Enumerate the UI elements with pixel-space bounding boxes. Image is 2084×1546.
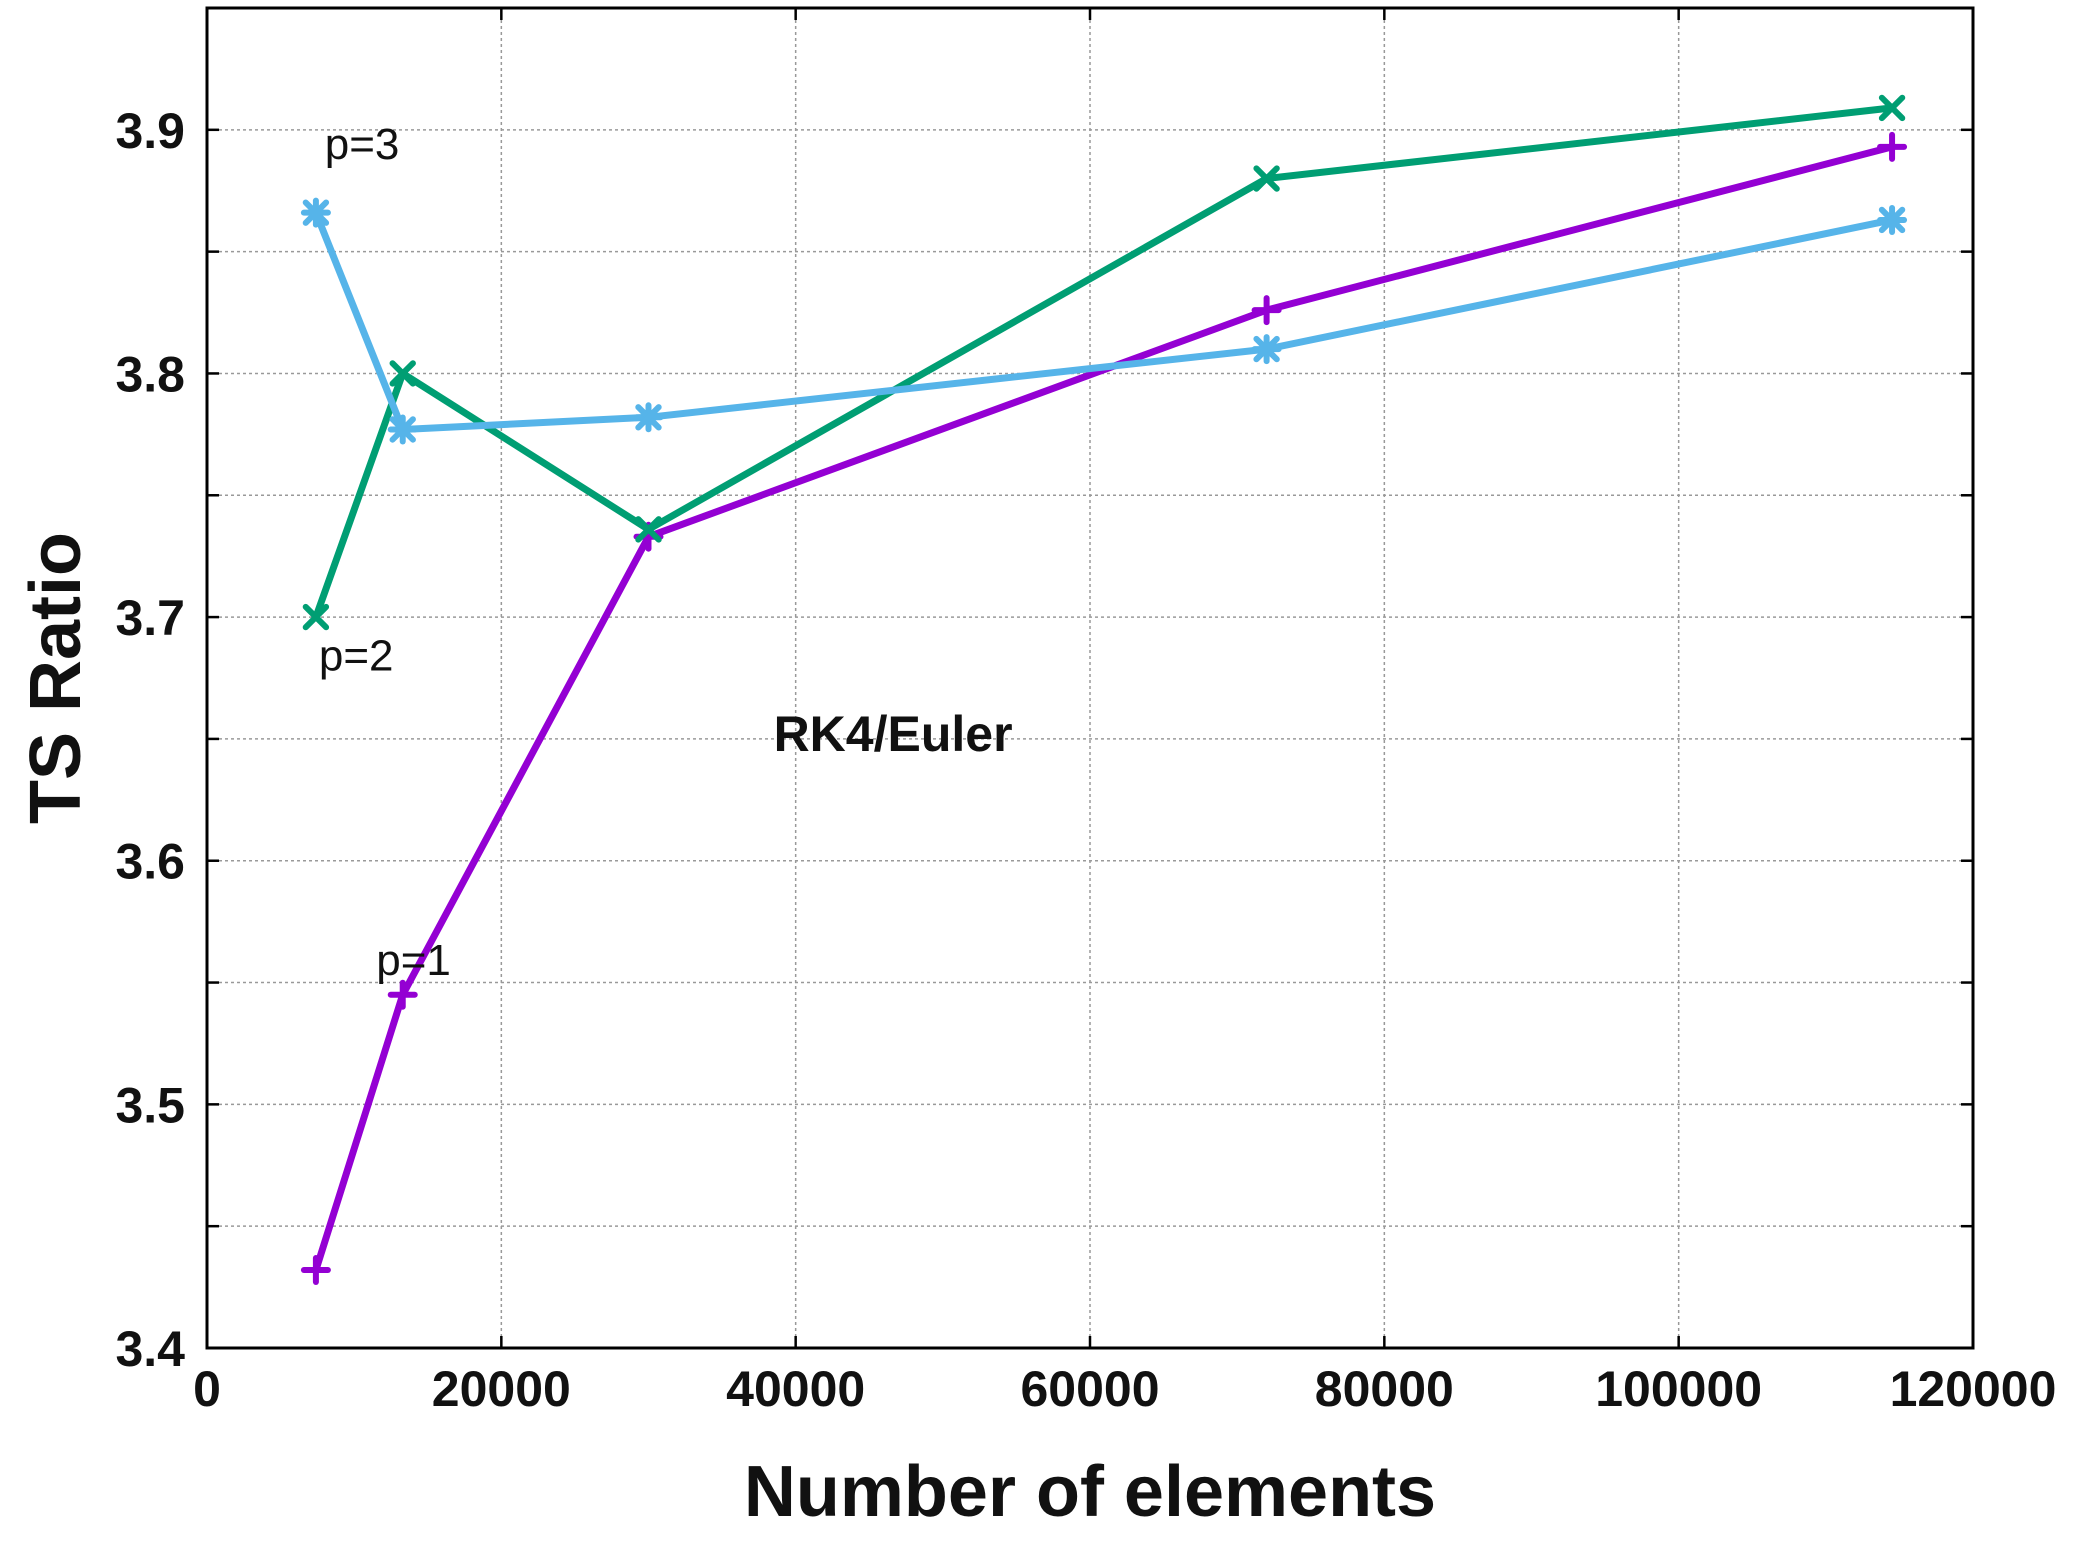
- x-tick-label: 40000: [726, 1361, 865, 1417]
- y-tick-label: 3.9: [115, 103, 185, 159]
- data-point: [300, 1255, 331, 1286]
- x-tick-labels: 0 20000 40000 60000 80000 100000 120000: [193, 1361, 2056, 1417]
- x-tick-label: 120000: [1890, 1361, 2057, 1417]
- data-point: [635, 516, 662, 543]
- y-axis-title: TS Ratio: [16, 532, 96, 824]
- series-line: [312, 143, 1893, 1272]
- series-0: [300, 131, 1908, 1286]
- data-point: [1877, 131, 1908, 162]
- data-point: [300, 197, 331, 228]
- series-line: [312, 104, 1893, 619]
- data-point: [1251, 334, 1282, 365]
- y-tick-labels: 3.4 3.5 3.6 3.7 3.8 3.9: [115, 103, 185, 1377]
- y-tick-label: 3.8: [115, 346, 185, 402]
- y-tick-label: 3.7: [115, 590, 185, 646]
- series-layer: [300, 94, 1908, 1286]
- series-annotation: p=1: [376, 936, 451, 985]
- data-point: [633, 402, 664, 433]
- data-point: [1878, 94, 1906, 122]
- series-annotation: p=3: [325, 120, 400, 169]
- data-point: [1253, 165, 1280, 192]
- data-point: [387, 414, 418, 445]
- data-point: [1251, 295, 1282, 326]
- annotations: p=3 p=2 p=1 RK4/Euler: [319, 120, 1013, 985]
- axis-ticks: [205, 6, 1975, 1350]
- x-tick-label: 100000: [1595, 1361, 1762, 1417]
- grid-lines: [207, 7, 1973, 1348]
- y-tick-label: 3.4: [115, 1321, 185, 1377]
- data-point: [389, 360, 416, 387]
- x-tick-label: 80000: [1315, 1361, 1454, 1417]
- x-tick-label: 20000: [432, 1361, 571, 1417]
- y-tick-label: 3.6: [115, 834, 185, 890]
- chart-annotation-method: RK4/Euler: [774, 706, 1013, 762]
- data-point: [387, 979, 418, 1010]
- y-tick-label: 3.5: [115, 1077, 185, 1133]
- x-tick-label: 60000: [1020, 1361, 1159, 1417]
- data-point: [1877, 204, 1908, 235]
- series-annotation: p=2: [319, 632, 394, 681]
- series-1: [302, 94, 1906, 631]
- series-line: [312, 211, 1893, 433]
- x-axis-title: Number of elements: [744, 1452, 1436, 1532]
- series-2: [300, 197, 1908, 445]
- x-tick-label: 0: [193, 1361, 221, 1417]
- data-point: [302, 603, 330, 631]
